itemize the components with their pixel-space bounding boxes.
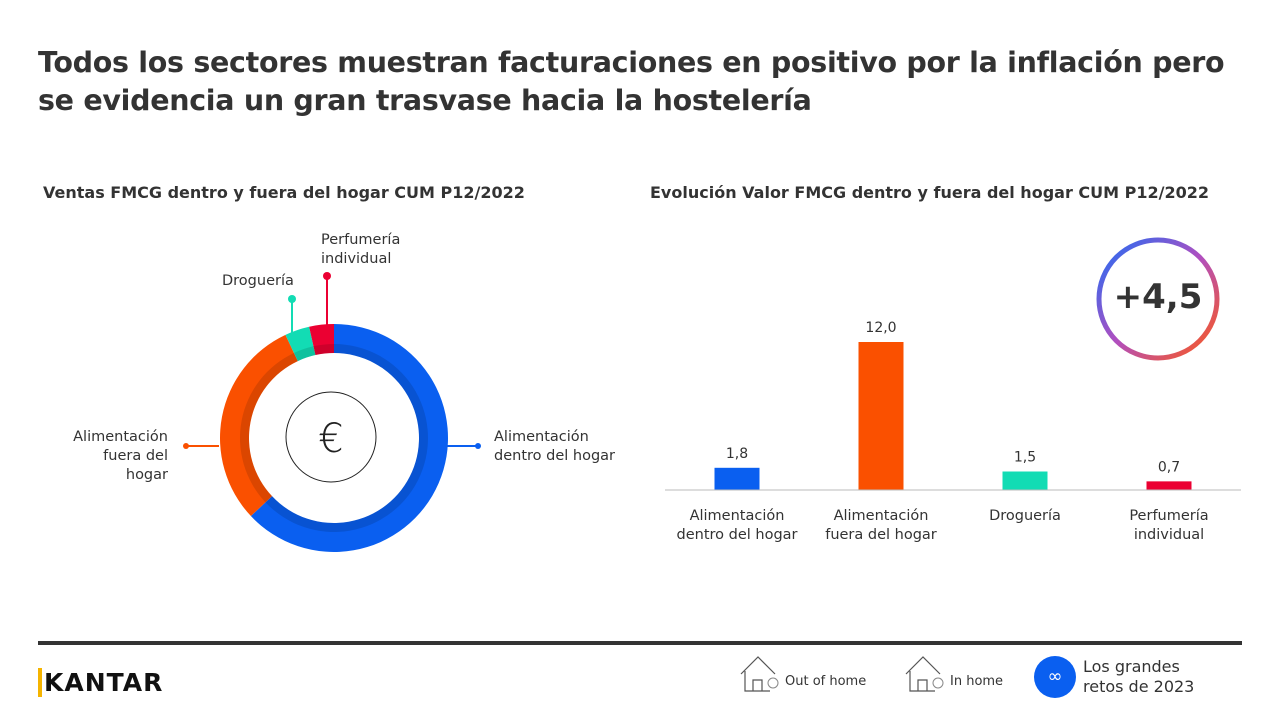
retos-label: Los grandes retos de 2023 — [1083, 657, 1195, 696]
donut-slice-0 — [265, 344, 428, 532]
bar-category-label: Alimentación fuera del hogar — [825, 508, 937, 543]
bar-value-label: 12,0 — [865, 320, 896, 336]
donut-slice-1 — [219, 334, 298, 517]
donut-slice-3 — [313, 344, 334, 356]
page-title: Todos los sectores muestran facturacione… — [38, 46, 1225, 117]
in-home-icon — [905, 656, 944, 692]
donut-slice-3 — [309, 324, 334, 356]
donut-title: Ventas FMCG dentro y fuera del hogar CUM… — [43, 183, 525, 202]
donut-slice-0 — [250, 324, 448, 552]
total-ring — [1096, 237, 1220, 361]
out-of-home-label: Out of home — [785, 674, 867, 689]
bar-0 — [714, 467, 760, 490]
bar-value-label: 1,8 — [726, 446, 748, 462]
total-label: +4,5 — [1113, 277, 1203, 317]
bar-category-label: Alimentación dentro del hogar — [676, 508, 798, 543]
bar-3 — [1146, 481, 1192, 490]
bar-title: Evolución Valor FMCG dentro y fuera del … — [650, 183, 1209, 202]
label-drogueria: Droguería — [222, 273, 294, 289]
label-perfumeria: Perfumería individual — [321, 232, 401, 267]
in-home-label: In home — [950, 674, 1004, 689]
donut-slice-2 — [293, 346, 316, 362]
bar-value-label: 0,7 — [1158, 459, 1180, 475]
bar-category-label: Perfumería individual — [1129, 508, 1209, 543]
donut-slice-2 — [285, 326, 316, 362]
kantar-logo: KANTAR — [38, 668, 164, 697]
euro-icon — [285, 391, 377, 483]
binoculars-icon: ∞ — [1034, 656, 1076, 698]
euro-glyph: € — [318, 416, 343, 462]
donut-slice-1 — [239, 352, 298, 503]
label-fuera: Alimentación fuera del hogar — [73, 429, 168, 483]
bar-1 — [858, 342, 904, 490]
bar-category-label: Droguería — [989, 508, 1061, 524]
bar-value-label: 1,5 — [1014, 450, 1036, 466]
out-of-home-icon — [740, 656, 779, 692]
label-dentro: Alimentación dentro del hogar — [494, 429, 615, 464]
bar-2 — [1002, 471, 1048, 490]
